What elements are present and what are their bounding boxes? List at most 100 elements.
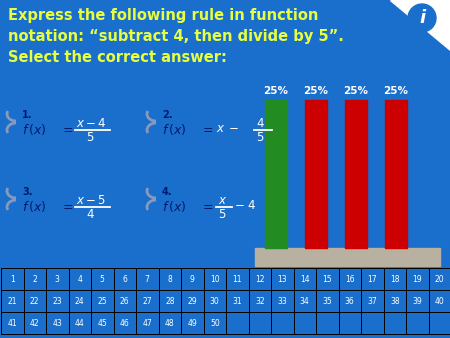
Text: 33: 33 — [277, 296, 287, 306]
Text: 1.: 1. — [22, 110, 32, 120]
Bar — [361, 268, 383, 290]
Text: 12: 12 — [255, 274, 265, 284]
Text: 49: 49 — [187, 318, 197, 328]
Bar — [428, 268, 450, 290]
Bar — [428, 312, 450, 334]
Text: $f\,(x)$: $f\,(x)$ — [162, 122, 186, 137]
Text: 18: 18 — [390, 274, 400, 284]
Text: 19: 19 — [413, 274, 422, 284]
Bar — [248, 312, 271, 334]
Text: $4$: $4$ — [256, 117, 265, 130]
Bar — [293, 290, 316, 312]
Text: 29: 29 — [188, 296, 197, 306]
Text: $x - 5$: $x - 5$ — [76, 194, 106, 207]
Bar — [91, 312, 113, 334]
Text: notation: “subtract 4, then divide by 5”.: notation: “subtract 4, then divide by 5”… — [8, 29, 344, 44]
Text: 31: 31 — [233, 296, 242, 306]
Bar — [293, 268, 316, 290]
Bar — [46, 268, 68, 290]
Text: 14: 14 — [300, 274, 310, 284]
Text: 34: 34 — [300, 296, 310, 306]
Text: 2.: 2. — [162, 110, 172, 120]
Text: $=$: $=$ — [200, 199, 214, 212]
Text: 2: 2 — [32, 274, 37, 284]
Text: 40: 40 — [435, 296, 445, 306]
Text: 47: 47 — [142, 318, 152, 328]
Bar — [136, 268, 158, 290]
Text: 45: 45 — [97, 318, 107, 328]
Bar — [1, 268, 23, 290]
Text: 24: 24 — [75, 296, 85, 306]
Text: Select the correct answer:: Select the correct answer: — [8, 50, 227, 65]
Text: $5$: $5$ — [218, 208, 226, 221]
Text: 3: 3 — [55, 274, 60, 284]
Bar — [203, 312, 226, 334]
Text: 21: 21 — [8, 296, 17, 306]
Bar — [181, 268, 203, 290]
Bar — [46, 312, 68, 334]
Bar — [181, 312, 203, 334]
Text: 25%: 25% — [303, 86, 328, 96]
Bar — [383, 268, 406, 290]
Text: 1: 1 — [10, 274, 14, 284]
Text: 25: 25 — [98, 296, 107, 306]
Bar — [338, 312, 361, 334]
Bar — [91, 268, 113, 290]
Bar — [203, 268, 226, 290]
Circle shape — [408, 4, 436, 32]
Text: $=$: $=$ — [60, 199, 74, 212]
Text: 20: 20 — [435, 274, 445, 284]
Text: 36: 36 — [345, 296, 355, 306]
Bar — [305, 100, 327, 248]
Text: 22: 22 — [30, 296, 40, 306]
Text: $f\,(x)$: $f\,(x)$ — [162, 199, 186, 214]
Text: 16: 16 — [345, 274, 355, 284]
Text: 30: 30 — [210, 296, 220, 306]
Bar — [265, 100, 287, 248]
Text: 50: 50 — [210, 318, 220, 328]
Bar — [68, 290, 91, 312]
Text: $=$: $=$ — [60, 122, 74, 135]
Bar — [68, 312, 91, 334]
Text: $5$: $5$ — [86, 131, 94, 144]
Text: 15: 15 — [323, 274, 332, 284]
Text: 6: 6 — [122, 274, 127, 284]
Bar — [1, 290, 23, 312]
Bar — [406, 268, 428, 290]
Bar — [316, 312, 338, 334]
Text: 41: 41 — [8, 318, 17, 328]
Bar — [361, 290, 383, 312]
Text: 44: 44 — [75, 318, 85, 328]
Text: 25%: 25% — [343, 86, 369, 96]
Text: $f\,(x)$: $f\,(x)$ — [22, 122, 46, 137]
Bar — [293, 312, 316, 334]
Text: 25%: 25% — [264, 86, 288, 96]
Text: 10: 10 — [210, 274, 220, 284]
Bar — [68, 268, 91, 290]
Bar — [406, 290, 428, 312]
Bar — [271, 268, 293, 290]
Bar — [226, 312, 248, 334]
Bar — [255, 248, 440, 266]
Bar — [113, 290, 136, 312]
Text: $4$: $4$ — [86, 208, 95, 221]
Bar — [23, 312, 46, 334]
Text: 39: 39 — [412, 296, 422, 306]
Bar — [158, 290, 181, 312]
Bar — [1, 312, 23, 334]
Bar — [113, 268, 136, 290]
Text: 11: 11 — [233, 274, 242, 284]
Bar — [383, 290, 406, 312]
Polygon shape — [390, 0, 450, 50]
Bar — [316, 290, 338, 312]
Bar — [345, 100, 367, 248]
Text: 46: 46 — [120, 318, 130, 328]
Text: 37: 37 — [367, 296, 377, 306]
Text: 43: 43 — [52, 318, 62, 328]
Bar — [136, 290, 158, 312]
Text: 4: 4 — [77, 274, 82, 284]
Text: 27: 27 — [143, 296, 152, 306]
Text: 5: 5 — [100, 274, 105, 284]
Bar — [406, 312, 428, 334]
Bar — [158, 268, 181, 290]
